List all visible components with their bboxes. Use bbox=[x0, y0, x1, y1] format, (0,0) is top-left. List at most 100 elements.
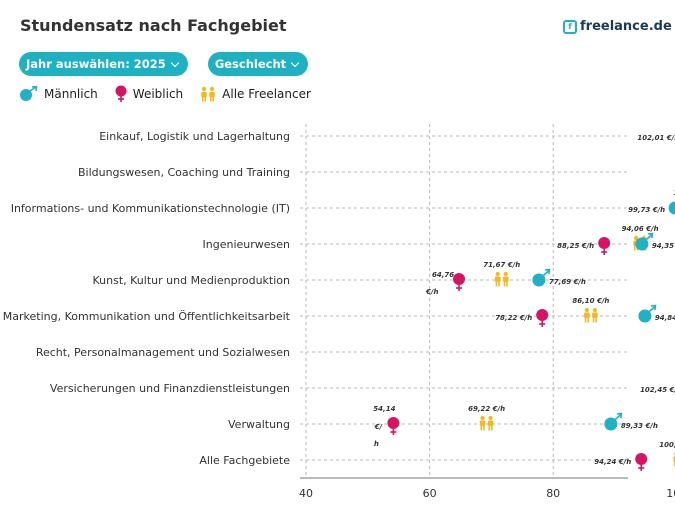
data-label-female: 102,45 €/h bbox=[640, 386, 675, 394]
all-head bbox=[584, 307, 589, 313]
male-marker bbox=[635, 232, 654, 251]
female-dot bbox=[453, 273, 466, 285]
male-arrow-head bbox=[647, 232, 654, 239]
male-arrow-head bbox=[650, 304, 657, 311]
all-freelancers-marker bbox=[584, 307, 598, 323]
data-label-male: 77,69 €/h bbox=[549, 278, 586, 286]
all-freelancers-icon bbox=[201, 86, 215, 102]
data-label-male: 99,73 €/h bbox=[628, 206, 665, 214]
data-label-all: 86,10 €/h bbox=[572, 297, 609, 305]
male-icon bbox=[20, 86, 38, 101]
male-dot bbox=[638, 309, 652, 323]
x-tick-label: 80 bbox=[546, 487, 560, 500]
legend-item-male[interactable]: Männlich bbox=[19, 86, 98, 102]
data-label-all: 102,84 €/h bbox=[673, 189, 675, 197]
data-label-female: 54,14 bbox=[373, 405, 395, 413]
category-label: Marketing, Kommunikation und Öffentlichk… bbox=[3, 310, 291, 323]
male-marker bbox=[638, 304, 657, 323]
data-label-all: 94,06 €/h bbox=[622, 225, 659, 233]
all-leg bbox=[491, 426, 493, 431]
data-label-female-unit: €/ bbox=[374, 423, 384, 431]
male-marker bbox=[668, 201, 675, 215]
category-label: Alle Fachgebiete bbox=[199, 454, 290, 467]
x-tick-label: 40 bbox=[299, 487, 313, 500]
all-head bbox=[488, 415, 493, 421]
all-body bbox=[584, 312, 590, 318]
all-leg bbox=[595, 318, 597, 323]
data-label-female: 102,01 €/h bbox=[637, 134, 675, 142]
all-body bbox=[502, 276, 509, 282]
brand-logo[interactable]: f freelance.de bbox=[563, 19, 672, 34]
female-dot bbox=[387, 417, 400, 429]
all-leg bbox=[483, 426, 485, 431]
legend-label-male: Männlich bbox=[44, 87, 98, 101]
data-label-female-unit: h bbox=[374, 440, 379, 448]
gender-select-label: Geschlecht bbox=[214, 57, 287, 71]
all-body bbox=[592, 312, 598, 318]
all-body bbox=[479, 420, 486, 426]
male-marker bbox=[532, 268, 551, 287]
gender-select-button[interactable]: Geschlecht bbox=[207, 52, 309, 76]
filter-bar: Jahr auswählen: 2025 Geschlecht bbox=[19, 52, 309, 76]
all-leg bbox=[498, 282, 500, 287]
category-label: Bildungswesen, Coaching und Training bbox=[78, 166, 290, 179]
data-label-male: 89,33 €/h bbox=[621, 422, 658, 430]
all-head bbox=[495, 271, 500, 277]
data-label-male: 94,84 €/h bbox=[655, 314, 675, 322]
year-select-button[interactable]: Jahr auswählen: 2025 bbox=[19, 52, 188, 76]
female-icon bbox=[115, 85, 127, 102]
category-label: Kunst, Kultur und Medienproduktion bbox=[93, 274, 291, 287]
all-leg bbox=[503, 282, 506, 287]
page-title: Stundensatz nach Fachgebiet bbox=[20, 16, 287, 35]
data-label-female: 64,76 bbox=[432, 271, 454, 279]
all-head bbox=[480, 415, 485, 421]
all-leg bbox=[480, 426, 483, 431]
year-select-label: Jahr auswählen: 2025 bbox=[26, 57, 166, 71]
all-freelancers-marker bbox=[479, 415, 494, 431]
female-dot bbox=[598, 237, 611, 249]
male-dot bbox=[604, 417, 618, 431]
male-arrow-head bbox=[616, 412, 623, 419]
all-leg bbox=[488, 426, 491, 431]
male-arrow bbox=[648, 305, 656, 313]
all-leg bbox=[592, 318, 595, 323]
all-leg bbox=[633, 246, 636, 251]
male-arrow-head bbox=[544, 268, 551, 275]
category-label: Informations- und Kommunikationstechnolo… bbox=[11, 202, 290, 215]
female-marker bbox=[453, 273, 466, 291]
category-label: Versicherungen und Finanzdienstleistunge… bbox=[50, 382, 290, 395]
chart-legend: Männlich Weiblich Alle Freelancer bbox=[19, 85, 327, 103]
x-tick-label: 60 bbox=[423, 487, 437, 500]
x-tick-label: 100 bbox=[666, 487, 675, 500]
all-head bbox=[503, 271, 508, 277]
data-label-all: 69,22 €/h bbox=[468, 405, 505, 413]
female-marker bbox=[536, 309, 549, 327]
all-leg bbox=[587, 318, 589, 323]
male-dot bbox=[532, 273, 546, 287]
data-label-male: 94,35 €/h bbox=[652, 242, 675, 250]
all-leg bbox=[584, 318, 587, 323]
female-dot bbox=[536, 309, 549, 321]
data-label-all: 71,67 €/h bbox=[483, 261, 520, 269]
male-arrow bbox=[645, 233, 653, 241]
category-label: Recht, Personalmanagement und Sozialwese… bbox=[36, 346, 290, 359]
data-label-female: 88,25 €/h bbox=[557, 242, 594, 250]
legend-item-female[interactable]: Weiblich bbox=[114, 85, 183, 103]
female-marker bbox=[635, 453, 648, 471]
all-body bbox=[487, 420, 494, 426]
male-marker bbox=[604, 412, 623, 431]
all-head bbox=[592, 307, 597, 313]
legend-label-all: Alle Freelancer bbox=[222, 87, 311, 101]
male-arrow bbox=[614, 413, 622, 421]
all-head bbox=[633, 235, 639, 241]
brand-name: freelance.de bbox=[580, 19, 672, 34]
data-label-female: 94,24 €/h bbox=[594, 458, 631, 466]
all-leg bbox=[506, 282, 508, 287]
male-dot bbox=[635, 237, 649, 251]
legend-item-all[interactable]: Alle Freelancer bbox=[199, 86, 311, 102]
female-marker bbox=[598, 237, 611, 255]
female-marker bbox=[387, 417, 400, 435]
male-arrow bbox=[542, 269, 550, 277]
all-freelancers-marker bbox=[494, 271, 509, 287]
